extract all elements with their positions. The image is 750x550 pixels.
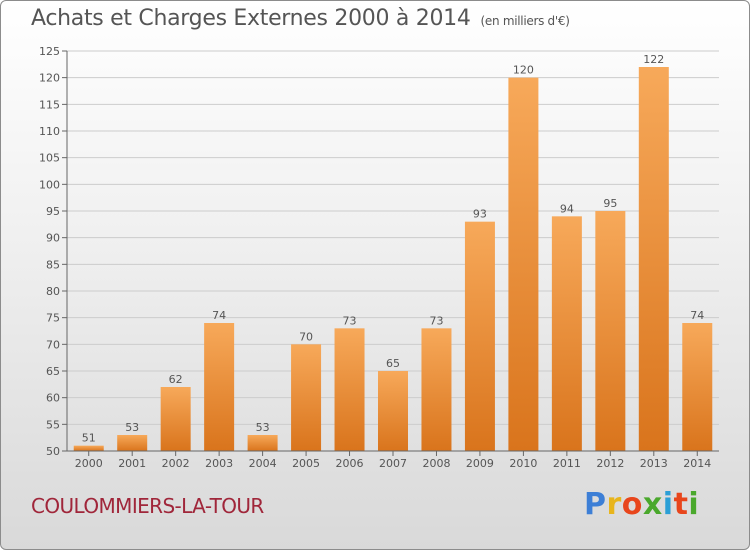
y-tick-label: 75 bbox=[46, 312, 60, 325]
chart-title-text: Achats et Charges Externes 2000 à 2014 bbox=[31, 6, 471, 31]
bar-2008 bbox=[421, 328, 452, 451]
x-tick-label: 2001 bbox=[118, 457, 146, 470]
axes bbox=[66, 51, 719, 452]
x-tick-label: 2014 bbox=[683, 457, 711, 470]
bar-2004 bbox=[247, 435, 278, 451]
y-tick-label: 60 bbox=[46, 392, 60, 405]
bar-value-label: 53 bbox=[125, 421, 139, 434]
chart-unit: (en milliers d'€) bbox=[480, 14, 570, 28]
x-tick-label: 2000 bbox=[75, 457, 103, 470]
y-tick-label: 95 bbox=[46, 205, 60, 218]
y-tick-label: 125 bbox=[39, 45, 60, 58]
x-axis-labels: 2000 2001 2002 2003 2004 2005 2006 2007 2008 2009… bbox=[75, 451, 711, 470]
chart-title: Achats et Charges Externes 2000 à 2014 (e… bbox=[31, 6, 570, 31]
bar-2011 bbox=[551, 216, 582, 451]
bar-2009 bbox=[464, 221, 495, 451]
x-tick-label: 2003 bbox=[205, 457, 233, 470]
x-tick-label: 2012 bbox=[596, 457, 624, 470]
y-tick-label: 55 bbox=[46, 418, 60, 431]
y-tick-label: 105 bbox=[39, 152, 60, 165]
x-tick-label: 2010 bbox=[509, 457, 537, 470]
bar-2014 bbox=[682, 323, 713, 451]
logo-letter: i bbox=[688, 487, 700, 522]
y-tick-label: 50 bbox=[46, 445, 60, 458]
y-tick-label: 115 bbox=[39, 98, 60, 111]
x-tick-label: 2008 bbox=[422, 457, 450, 470]
x-tick-label: 2007 bbox=[379, 457, 407, 470]
y-tick-label: 65 bbox=[46, 365, 60, 378]
bar-2003 bbox=[204, 323, 235, 451]
bar-value-label: 74 bbox=[690, 309, 704, 322]
bar-2012 bbox=[595, 211, 626, 451]
y-tick-label: 120 bbox=[39, 72, 60, 85]
bar-value-label: 74 bbox=[212, 309, 226, 322]
logo-letter: t bbox=[673, 487, 689, 522]
x-tick-label: 2011 bbox=[553, 457, 581, 470]
bar-value-label: 120 bbox=[513, 64, 534, 77]
bar-value-label: 65 bbox=[386, 357, 400, 370]
bar-2013 bbox=[638, 67, 669, 451]
logo-letter: P bbox=[584, 487, 607, 522]
x-tick-label: 2006 bbox=[336, 457, 364, 470]
bar-value-label: 93 bbox=[473, 208, 487, 221]
x-tick-label: 2004 bbox=[249, 457, 277, 470]
bar-value-label: 51 bbox=[82, 432, 96, 445]
bars: 51 53 62 74 53 70 73 65 73 93 120 94 95 122 74 bbox=[73, 53, 713, 452]
bar-2000 bbox=[73, 445, 104, 451]
y-axis-labels: 50 55 60 65 70 75 80 85 90 95 100 105 110 115 120 125 bbox=[39, 45, 60, 458]
bar-value-label: 62 bbox=[169, 373, 183, 386]
logo-letter: r bbox=[606, 487, 622, 522]
bar-value-label: 122 bbox=[643, 53, 664, 66]
bar-2007 bbox=[378, 371, 408, 451]
x-tick-label: 2009 bbox=[466, 457, 494, 470]
bar-value-label: 70 bbox=[299, 330, 313, 343]
y-tick-label: 85 bbox=[46, 258, 60, 271]
bar-2006 bbox=[334, 328, 365, 451]
bar-2002 bbox=[160, 387, 191, 451]
bar-2001 bbox=[117, 435, 148, 451]
proxiti-logo: Proxiti bbox=[584, 487, 699, 522]
x-tick-label: 2002 bbox=[162, 457, 190, 470]
y-tick-label: 110 bbox=[39, 125, 60, 138]
y-tick-label: 70 bbox=[46, 338, 60, 351]
logo-letter: o bbox=[621, 487, 643, 522]
bar-value-label: 53 bbox=[256, 421, 270, 434]
commune-name: COULOMMIERS-LA-TOUR bbox=[31, 494, 264, 518]
bar-value-label: 95 bbox=[603, 197, 617, 210]
bar-value-label: 73 bbox=[343, 314, 357, 327]
bar-value-label: 94 bbox=[560, 202, 574, 215]
bar-2005 bbox=[291, 344, 322, 451]
logo-letter: i bbox=[662, 487, 674, 522]
y-tick-label: 90 bbox=[46, 232, 60, 245]
bar-2010 bbox=[508, 77, 539, 452]
logo-letter: x bbox=[642, 487, 663, 522]
bar-value-label: 73 bbox=[429, 314, 443, 327]
x-tick-label: 2013 bbox=[640, 457, 668, 470]
y-tick-label: 80 bbox=[46, 285, 60, 298]
x-tick-label: 2005 bbox=[292, 457, 320, 470]
y-tick-label: 100 bbox=[39, 178, 60, 191]
